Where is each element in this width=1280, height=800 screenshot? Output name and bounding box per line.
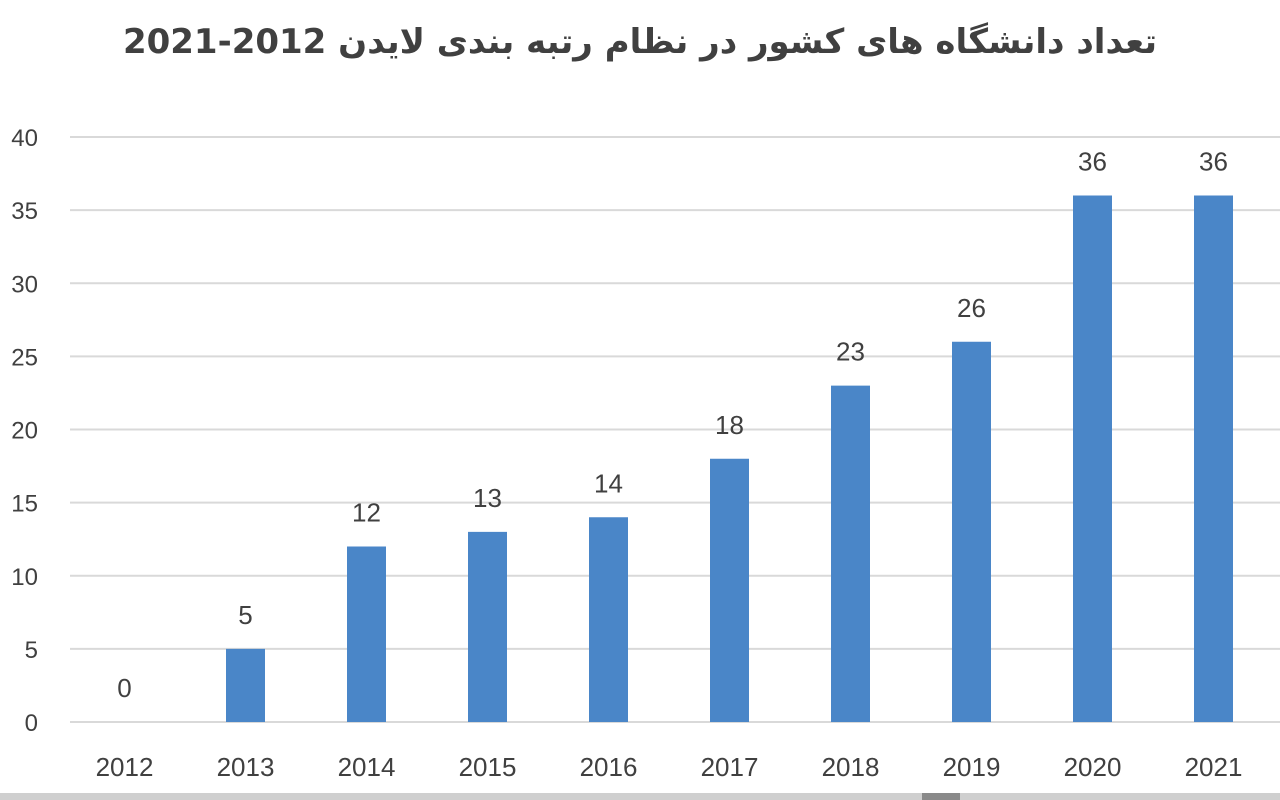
data-label: 26 — [957, 293, 986, 323]
x-axis-ticks: 2012 2013 2014 2015 2016 2017 2018 2019 2020 2021 — [96, 752, 1243, 782]
data-label: 13 — [473, 483, 502, 513]
x-tick-label: 2013 — [217, 752, 275, 782]
bar — [710, 458, 749, 722]
y-tick-label: 30 — [11, 271, 38, 298]
bottom-scrollbar-thumb — [922, 793, 960, 800]
data-label: 5 — [238, 600, 252, 630]
data-label: 0 — [117, 673, 131, 703]
x-tick-label: 2015 — [459, 752, 517, 782]
x-tick-label: 2017 — [701, 752, 759, 782]
bar — [831, 385, 870, 722]
y-tick-label: 10 — [11, 564, 38, 591]
data-labels: 0 5 12 13 14 18 23 26 36 36 — [117, 147, 1228, 704]
x-tick-label: 2021 — [1185, 752, 1243, 782]
y-tick-label: 15 — [11, 491, 38, 518]
y-tick-label: 40 — [11, 125, 38, 152]
data-label: 23 — [836, 337, 865, 367]
bar — [589, 517, 628, 722]
bar — [1073, 195, 1112, 722]
x-tick-label: 2016 — [580, 752, 638, 782]
data-label: 18 — [715, 410, 744, 440]
y-tick-label: 25 — [11, 344, 38, 371]
x-tick-label: 2018 — [822, 752, 880, 782]
bar — [468, 531, 507, 722]
data-label: 14 — [594, 468, 623, 498]
x-tick-label: 2019 — [943, 752, 1001, 782]
data-label: 36 — [1078, 147, 1107, 177]
bar — [1194, 195, 1233, 722]
x-tick-label: 2012 — [96, 752, 154, 782]
chart-title: تعداد دانشگاه های کشور در نظام رتبه بندی… — [122, 22, 1158, 62]
data-label: 12 — [352, 498, 381, 528]
y-tick-label: 0 — [25, 710, 38, 737]
x-tick-label: 2020 — [1064, 752, 1122, 782]
bottom-scrollbar-track — [0, 793, 1280, 800]
bar — [347, 546, 386, 722]
y-tick-label: 5 — [25, 637, 38, 664]
bar — [226, 648, 265, 722]
y-tick-label: 20 — [11, 418, 38, 445]
bar — [952, 341, 991, 722]
data-label: 36 — [1199, 147, 1228, 177]
x-tick-label: 2014 — [338, 752, 396, 782]
bars — [226, 195, 1233, 722]
y-tick-label: 35 — [11, 198, 38, 225]
y-axis-ticks: 0 5 10 15 20 25 30 35 40 — [11, 125, 38, 737]
